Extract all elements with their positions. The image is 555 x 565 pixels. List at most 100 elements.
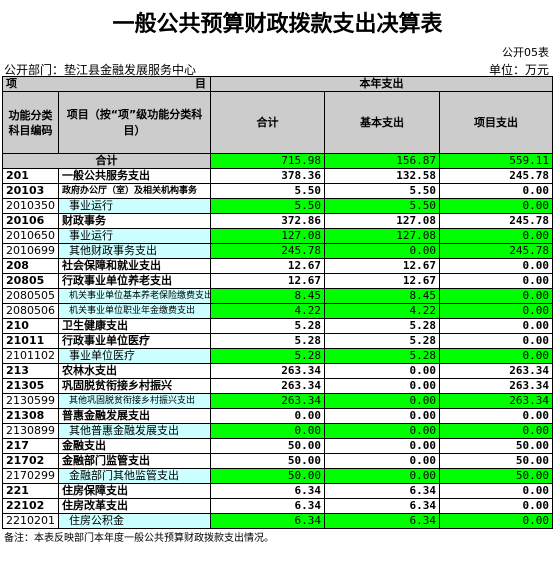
amount: 6.34 [210,513,325,529]
item-name: 机关事业单位职业年金缴费支出 [58,303,211,319]
row: 2210201 住房公积金 6.34 6.34 0.00 [2,513,553,529]
code: 2080505 [2,288,59,304]
row: 221 住房保障支出 6.34 6.34 0.00 [2,483,553,499]
amount: 6.34 [324,483,440,499]
head-left: 项 [6,77,17,91]
item-name: 金融部门监管支出 [58,453,211,469]
amount: 12.67 [210,273,325,289]
code: 2010699 [2,243,59,259]
code: 208 [2,258,59,274]
col-header: 合计 [210,91,325,154]
amount: 4.22 [210,303,325,319]
amount: 0.00 [439,348,553,364]
amount: 0.00 [324,378,440,394]
code: 20103 [2,183,59,199]
footer-note: 备注：本表反映部门本年度一般公共预算财政拨款支出情况。 [4,533,274,544]
amount: 4.22 [324,303,440,319]
amount: 372.86 [210,213,325,229]
amount: 12.67 [210,258,325,274]
amount: 0.00 [439,423,553,439]
head-span: 本年支出 [210,76,553,92]
amount: 5.50 [324,198,440,214]
item-name: 住房公积金 [58,513,211,529]
row: 2010699 其他财政事务支出 245.78 0.00 245.78 [2,243,553,259]
code: 221 [2,483,59,499]
amount: 0.00 [324,423,440,439]
amount: 5.50 [324,183,440,199]
item-name: 行政事业单位养老支出 [58,273,211,289]
amount: 263.34 [210,393,325,409]
item-name: 其他财政事务支出 [58,243,211,259]
amount: 50.00 [210,468,325,484]
amount: 50.00 [210,438,325,454]
row: 2130599 其他巩固脱贫衔接乡村振兴支出 263.34 0.00 263.34 [2,393,553,409]
amount: 5.28 [210,318,325,334]
amount: 0.00 [210,408,325,424]
total-value: 156.87 [324,153,440,169]
amount: 6.34 [324,498,440,514]
amount: 50.00 [439,453,553,469]
title: 一般公共预算财政拨款支出决算表 [112,11,443,37]
amount: 5.50 [210,183,325,199]
amount: 6.34 [324,513,440,529]
amount: 263.34 [210,363,325,379]
amount: 0.00 [439,513,553,529]
code: 21011 [2,333,59,349]
code: 2130599 [2,393,59,409]
amount: 0.00 [324,468,440,484]
row: 21308 普惠金融发展支出 0.00 0.00 0.00 [2,408,553,424]
code: 201 [2,168,59,184]
amount: 0.00 [324,438,440,454]
total-value: 715.98 [210,153,325,169]
amount: 5.28 [210,348,325,364]
amount: 127.08 [324,213,440,229]
row: 2080505 机关事业单位基本养老保险缴费支出 8.45 8.45 0.00 [2,288,553,304]
amount: 127.08 [210,228,325,244]
amount: 378.36 [210,168,325,184]
amount: 245.78 [439,243,553,259]
row: 208 社会保障和就业支出 12.67 12.67 0.00 [2,258,553,274]
amount: 8.45 [210,288,325,304]
amount: 12.67 [324,258,440,274]
code: 20805 [2,273,59,289]
item-name: 其他普惠金融发展支出 [58,423,211,439]
row: 213 农林水支出 263.34 0.00 263.34 [2,363,553,379]
item-name: 社会保障和就业支出 [58,258,211,274]
code: 217 [2,438,59,454]
amount: 0.00 [324,393,440,409]
code: 21702 [2,453,59,469]
budget-table: 项目本年支出 功能分类科目编码 项目（按“项”级功能分类科目） 合计 基本支出 项目支出… [2,76,553,529]
item-name: 事业单位医疗 [58,348,211,364]
amount: 0.00 [439,258,553,274]
amount: 8.45 [324,288,440,304]
row: 2010650 事业运行 127.08 127.08 0.00 [2,228,553,244]
amount: 6.34 [210,483,325,499]
col-header: 项目支出 [439,91,553,154]
code: 22102 [2,498,59,514]
amount: 0.00 [439,198,553,214]
item-name: 财政事务 [58,213,211,229]
amount: 50.00 [439,468,553,484]
amount: 50.00 [439,438,553,454]
row: 2170299 金融部门其他监管支出 50.00 0.00 50.00 [2,468,553,484]
amount: 5.28 [210,333,325,349]
amount: 5.28 [324,348,440,364]
amount: 50.00 [210,453,325,469]
row: 2010350 事业运行 5.50 5.50 0.00 [2,198,553,214]
code: 21305 [2,378,59,394]
item-name: 机关事业单位基本养老保险缴费支出 [58,288,211,304]
item-name: 其他巩固脱贫衔接乡村振兴支出 [58,393,211,409]
row: 210 卫生健康支出 5.28 5.28 0.00 [2,318,553,334]
item-name: 巩固脱贫衔接乡村振兴 [58,378,211,394]
code: 210 [2,318,59,334]
amount: 0.00 [324,243,440,259]
row: 20106 财政事务 372.86 127.08 245.78 [2,213,553,229]
amount: 263.34 [439,363,553,379]
item-name: 卫生健康支出 [58,318,211,334]
row: 2101102 事业单位医疗 5.28 5.28 0.00 [2,348,553,364]
item-name: 农林水支出 [58,363,211,379]
amount: 0.00 [439,498,553,514]
amount: 132.58 [324,168,440,184]
amount: 0.00 [439,483,553,499]
code: 20106 [2,213,59,229]
